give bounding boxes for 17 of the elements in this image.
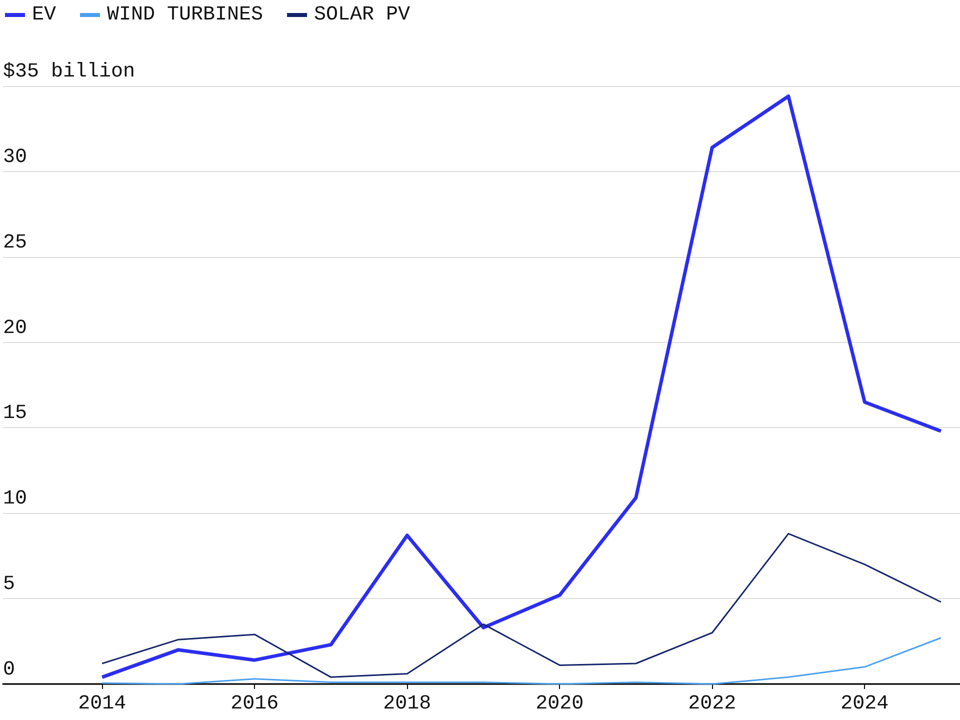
x-tick-label: 2020 <box>536 692 584 716</box>
y-tick-label: 5 <box>3 573 16 596</box>
x-tick-label: 2016 <box>230 692 279 716</box>
x-tick-label: 2014 <box>78 692 126 716</box>
y-tick-label: 30 <box>3 146 28 169</box>
legend-label: SOLAR PV <box>314 4 410 26</box>
y-tick-label: 15 <box>3 402 28 426</box>
legend-label: EV <box>32 4 56 26</box>
y-tick-label: 20 <box>3 316 28 340</box>
x-tick-label: 2024 <box>840 692 889 716</box>
x-tick-label: 2022 <box>688 692 736 716</box>
y-tick-label: $35 billion <box>3 60 136 84</box>
x-tick-label: 2018 <box>383 692 432 716</box>
legend-label: WIND TURBINES <box>107 4 264 26</box>
y-tick-label: 10 <box>3 488 28 511</box>
y-tick-label: 25 <box>3 231 28 254</box>
y-tick-label: 0 <box>3 658 16 682</box>
